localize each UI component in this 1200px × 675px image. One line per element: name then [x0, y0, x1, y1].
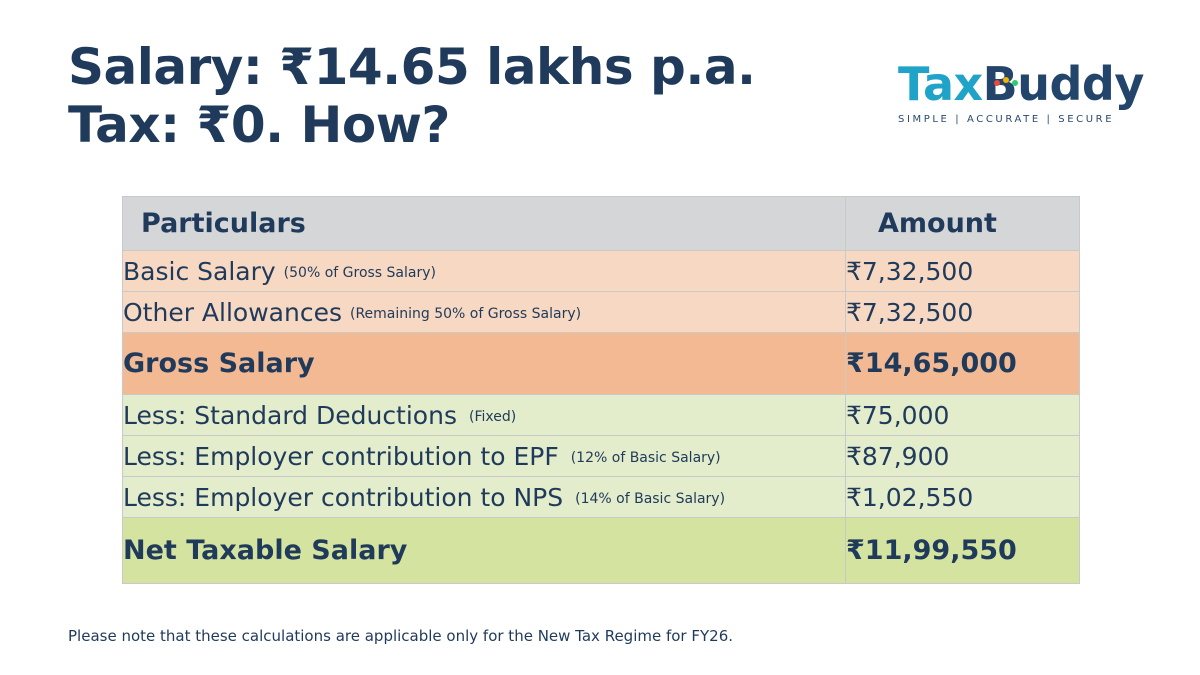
- header-particulars: Particulars: [122, 196, 846, 251]
- table-row-net-taxable-salary: Net Taxable Salary ₹11,99,550: [122, 517, 1080, 584]
- row-label-cell: Less: Standard Deductions (Fixed): [122, 394, 846, 436]
- logo-dot-red: [994, 80, 1000, 86]
- row-amount: ₹87,900: [845, 435, 1080, 477]
- row-label: Gross Salary: [122, 332, 846, 395]
- row-label: Less: Employer contribution to EPF: [123, 441, 559, 471]
- logo-dot-green: [1012, 80, 1018, 86]
- logo-part-buddy: Buddy: [982, 57, 1145, 111]
- table-row: Less: Standard Deductions (Fixed) ₹75,000: [122, 394, 1080, 436]
- logo-part-tax: Tax: [898, 57, 983, 111]
- logo-wordmark: TaxBuddy: [898, 57, 1144, 111]
- taxbuddy-logo: TaxBuddy SIMPLE | ACCURATE | SECURE: [898, 57, 1144, 125]
- headline-line-1: Salary: ₹14.65 lakhs p.a.: [68, 38, 756, 96]
- row-label: Other Allowances: [123, 297, 342, 327]
- table-row-gross-salary: Gross Salary ₹14,65,000: [122, 332, 1080, 395]
- row-amount: ₹11,99,550: [845, 517, 1080, 584]
- footnote: Please note that these calculations are …: [68, 627, 734, 645]
- table-row: Less: Employer contribution to NPS (14% o…: [122, 476, 1080, 518]
- row-label: Net Taxable Salary: [122, 517, 846, 584]
- row-note: (50% of Gross Salary): [283, 264, 436, 281]
- row-label-cell: Less: Employer contribution to EPF (12% o…: [122, 435, 846, 477]
- row-label: Basic Salary: [123, 256, 276, 286]
- row-amount: ₹1,02,550: [845, 476, 1080, 518]
- row-label-cell: Basic Salary (50% of Gross Salary): [122, 250, 846, 292]
- row-amount: ₹14,65,000: [845, 332, 1080, 395]
- logo-dot-yellow: [1003, 77, 1009, 83]
- row-note: (12% of Basic Salary): [570, 449, 721, 466]
- table-row: Basic Salary (50% of Gross Salary) ₹7,32,…: [122, 250, 1080, 292]
- headline-line-2: Tax: ₹0. How?: [68, 96, 450, 154]
- table-row: Less: Employer contribution to EPF (12% o…: [122, 435, 1080, 477]
- row-note: (Remaining 50% of Gross Salary): [349, 305, 582, 322]
- row-amount: ₹75,000: [845, 394, 1080, 436]
- logo-tagline: SIMPLE | ACCURATE | SECURE: [898, 114, 1115, 125]
- table-header-row: Particulars Amount: [122, 196, 1080, 251]
- row-label-cell: Less: Employer contribution to NPS (14% o…: [122, 476, 846, 518]
- header-amount: Amount: [845, 196, 1080, 251]
- row-label: Less: Employer contribution to NPS: [123, 482, 564, 512]
- row-note: (Fixed): [468, 408, 517, 425]
- row-amount: ₹7,32,500: [845, 250, 1080, 292]
- row-label: Less: Standard Deductions: [123, 400, 457, 430]
- row-label-cell: Other Allowances (Remaining 50% of Gross …: [122, 291, 846, 333]
- row-note: (14% of Basic Salary): [575, 490, 726, 507]
- salary-table: Particulars Amount Basic Salary (50% of G…: [122, 196, 1080, 584]
- table-row: Other Allowances (Remaining 50% of Gross …: [122, 291, 1080, 333]
- headline: Salary: ₹14.65 lakhs p.a. Tax: ₹0. How?: [68, 38, 756, 154]
- row-amount: ₹7,32,500: [845, 291, 1080, 333]
